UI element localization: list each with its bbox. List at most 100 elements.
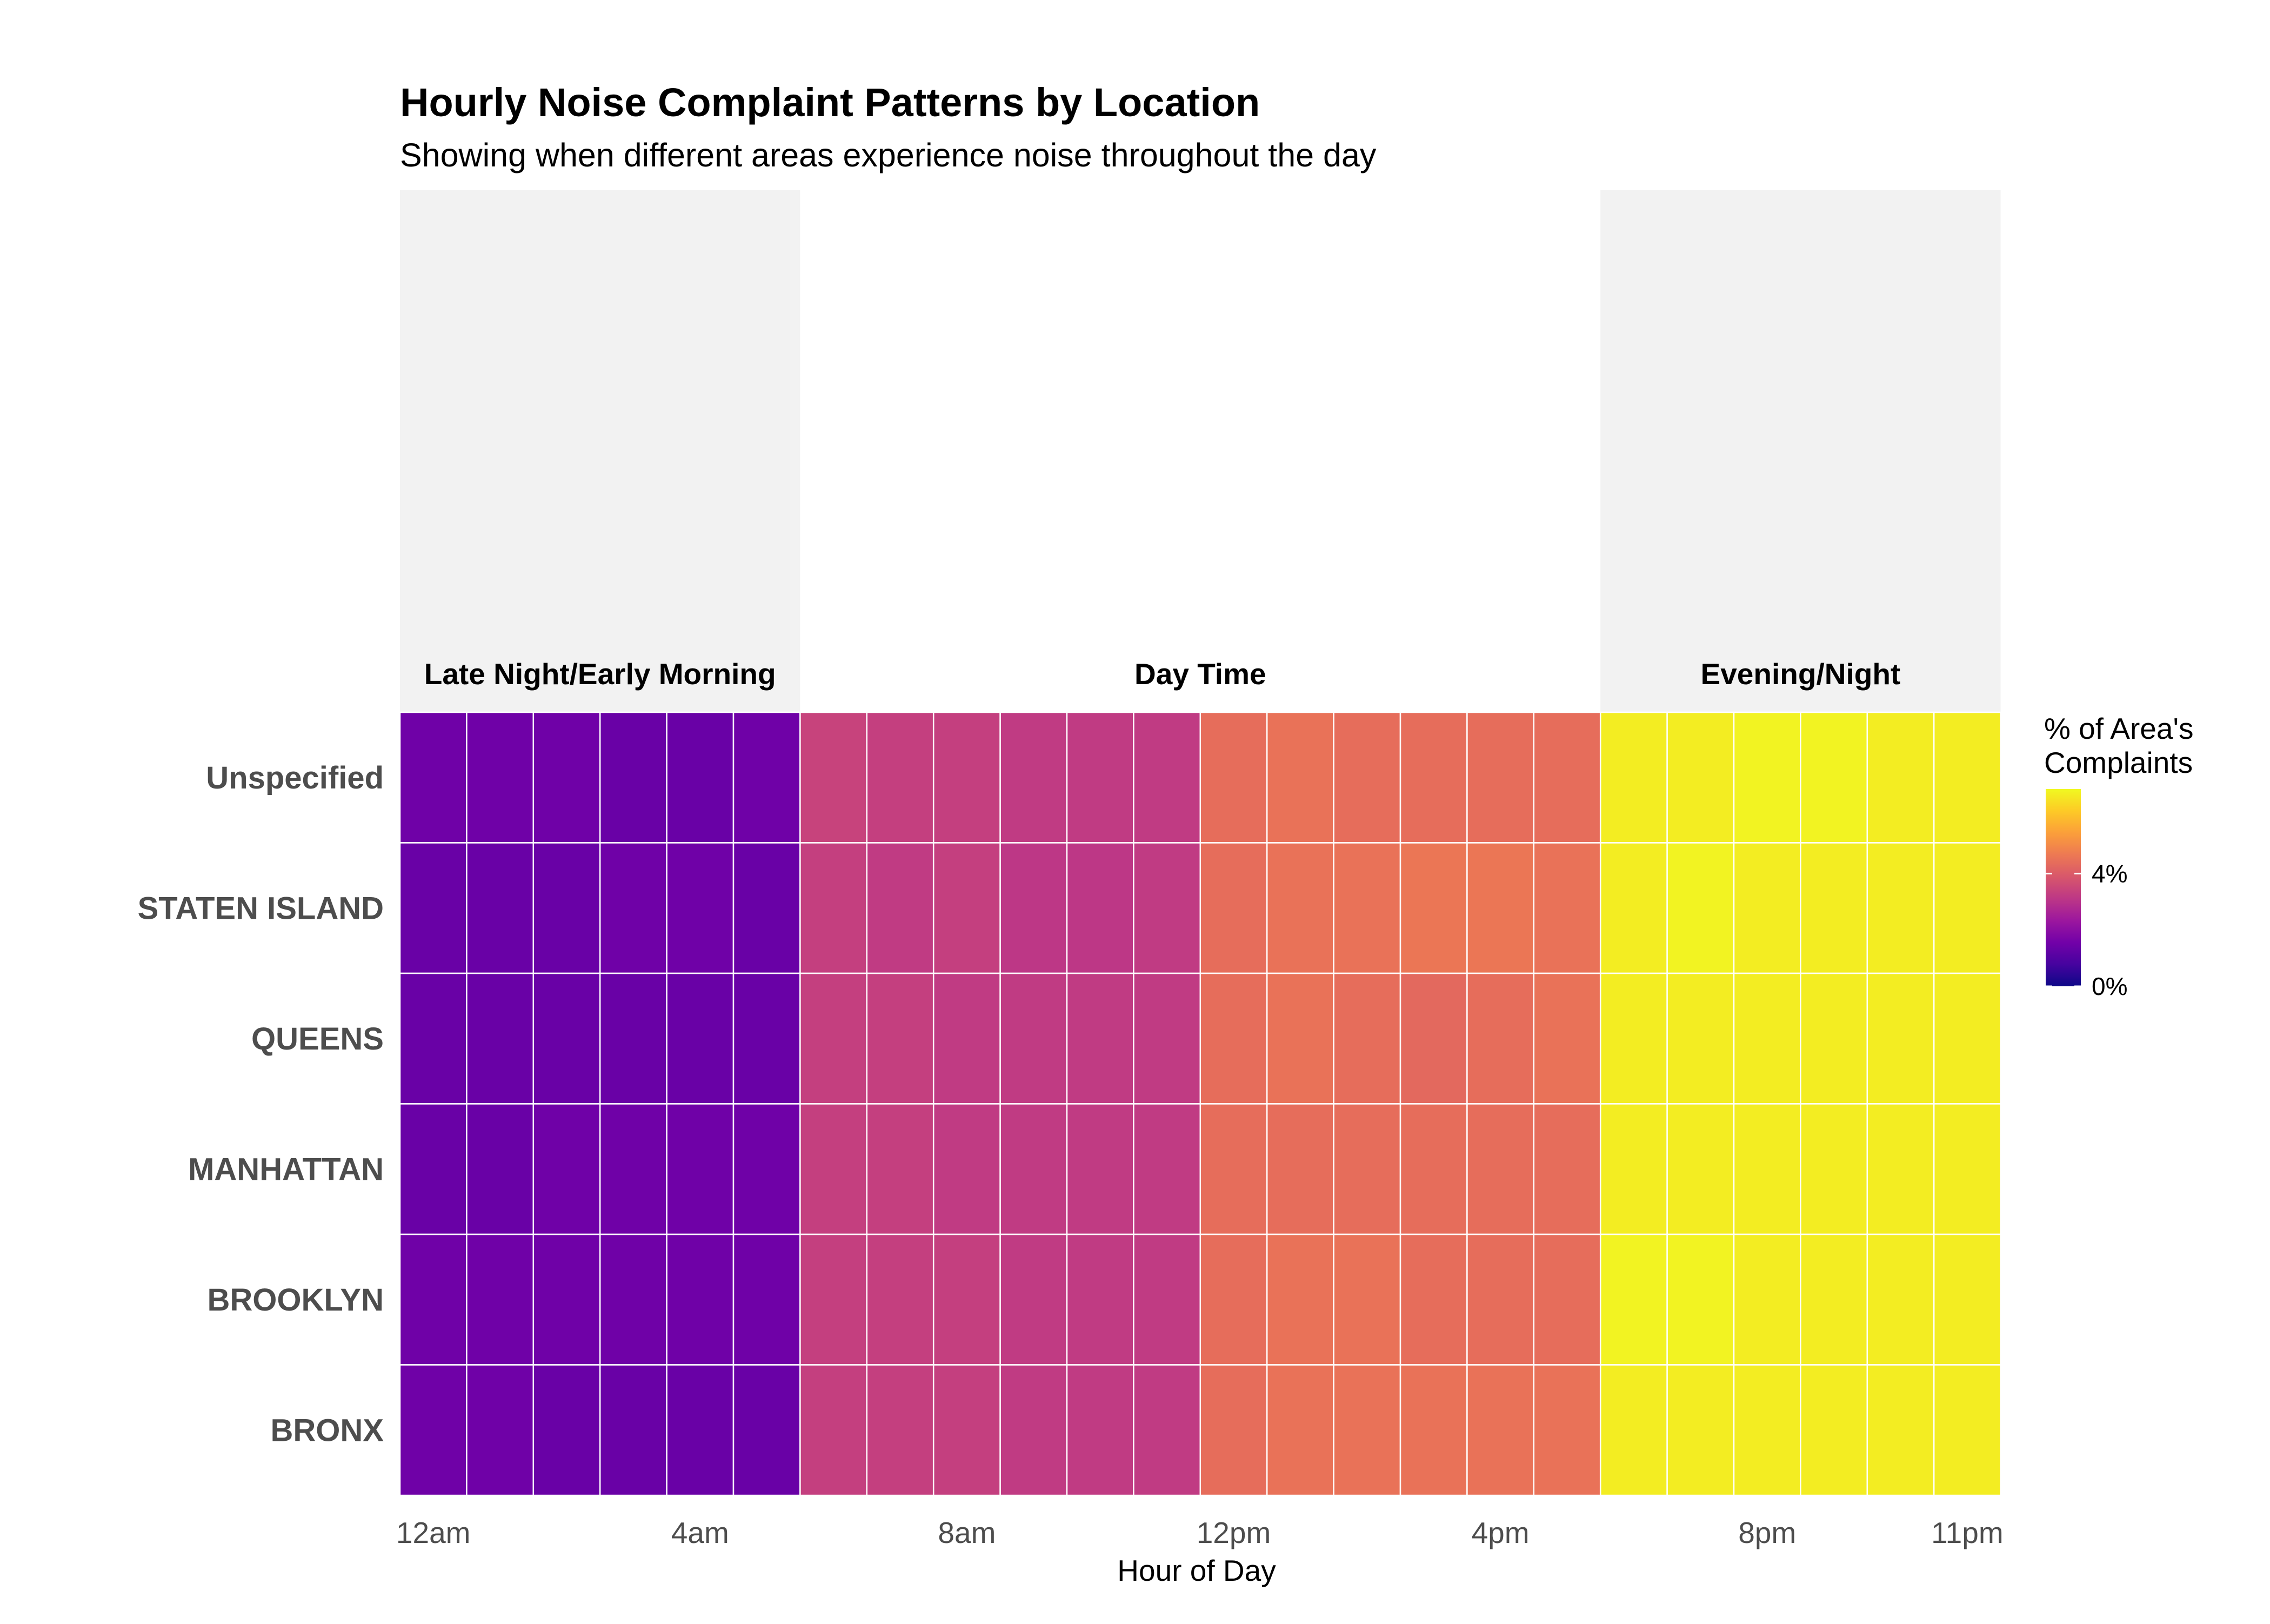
heatmap-cell-bronx-h4: [666, 1364, 735, 1496]
heatmap-cell-brooklyn-h14: [1333, 1233, 1401, 1366]
heatmap-cell-manhattan-h20: [1733, 1103, 1801, 1235]
heatmap-cell-staten-island-h12: [1199, 842, 1268, 974]
heatmap-cell-bronx-h19: [1666, 1364, 1735, 1496]
y-tick-label-brooklyn: BROOKLYN: [207, 1282, 384, 1318]
heatmap-cell-brooklyn-h13: [1266, 1233, 1334, 1366]
heatmap-cell-manhattan-h19: [1666, 1103, 1735, 1235]
period-labels: Late Night/Early Morning Day Time Evening/…: [424, 657, 1901, 691]
heatmap-cell-bronx-h0: [399, 1364, 468, 1496]
y-tick-label-unspecified: Unspecified: [206, 760, 384, 796]
heatmap-cell-unspecified-h5: [732, 711, 801, 844]
period-label-day-time: Day Time: [1134, 657, 1266, 691]
heatmap-cell-staten-island-h16: [1466, 842, 1535, 974]
heatmap-cell-manhattan-h12: [1199, 1103, 1268, 1235]
heatmap-cell-brooklyn-h1: [466, 1233, 535, 1366]
heatmap-cell-staten-island-h21: [1800, 842, 1868, 974]
heatmap-cell-staten-island-h15: [1399, 842, 1468, 974]
x-axis-tick-labels: 12am 4am 8am 12pm 4pm 8pm 11pm: [396, 1516, 2004, 1549]
heatmap-cell-brooklyn-h5: [732, 1233, 801, 1366]
heatmap-cell-manhattan-h2: [532, 1103, 601, 1235]
heatmap-cell-brooklyn-h8: [932, 1233, 1001, 1366]
color-legend: % of Area's Complaints 0% 4%: [2044, 712, 2193, 1000]
heatmap-cell-brooklyn-h4: [666, 1233, 735, 1366]
heatmap-cell-unspecified-h2: [532, 711, 601, 844]
heatmap-cell-manhattan-h11: [1133, 1103, 1201, 1235]
y-tick-label-bronx: BRONX: [271, 1413, 384, 1448]
heatmap-cell-brooklyn-h7: [866, 1233, 934, 1366]
heatmap-cell-unspecified-h20: [1733, 711, 1801, 844]
chart-title: Hourly Noise Complaint Patterns by Locat…: [400, 80, 1260, 125]
heatmap-cell-brooklyn-h9: [999, 1233, 1068, 1366]
heatmap-cell-staten-island-h19: [1666, 842, 1735, 974]
heatmap-cell-unspecified-h14: [1333, 711, 1401, 844]
heatmap-cell-bronx-h20: [1733, 1364, 1801, 1496]
heatmap-cell-queens-h19: [1666, 972, 1735, 1105]
heatmap-cell-bronx-h2: [532, 1364, 601, 1496]
x-tick-label-8am: 8am: [938, 1516, 996, 1549]
heatmap-cell-queens-h9: [999, 972, 1068, 1105]
heatmap-cell-staten-island-h20: [1733, 842, 1801, 974]
heatmap-cell-bronx-h22: [1866, 1364, 1935, 1496]
heatmap-cell-manhattan-h18: [1599, 1103, 1668, 1235]
heatmap-cell-manhattan-h3: [599, 1103, 667, 1235]
heatmap-cell-staten-island-h4: [666, 842, 735, 974]
heatmap-cell-brooklyn-h10: [1066, 1233, 1134, 1366]
heatmap-cell-queens-h12: [1199, 972, 1268, 1105]
chart-subtitle: Showing when different areas experience …: [400, 137, 1377, 173]
heatmap-cell-manhattan-h14: [1333, 1103, 1401, 1235]
heatmap-cell-brooklyn-h17: [1533, 1233, 1601, 1366]
legend-tick-label-0: 0%: [2092, 972, 2127, 1000]
heatmap-cell-unspecified-h7: [866, 711, 934, 844]
heatmap-cell-bronx-h7: [866, 1364, 934, 1496]
heatmap-cell-staten-island-h1: [466, 842, 535, 974]
heatmap-cell-queens-h10: [1066, 972, 1134, 1105]
heatmap-cells: [399, 711, 2001, 1496]
heatmap-cell-bronx-h1: [466, 1364, 535, 1496]
heatmap-cell-bronx-h10: [1066, 1364, 1134, 1496]
heatmap-cell-manhattan-h16: [1466, 1103, 1535, 1235]
heatmap-cell-bronx-h21: [1800, 1364, 1868, 1496]
heatmap-cell-unspecified-h9: [999, 711, 1068, 844]
heatmap-cell-unspecified-h6: [799, 711, 868, 844]
heatmap-cell-brooklyn-h22: [1866, 1233, 1935, 1366]
y-tick-label-staten-island: STATEN ISLAND: [138, 891, 384, 926]
heatmap-cell-unspecified-h18: [1599, 711, 1668, 844]
heatmap-cell-staten-island-h5: [732, 842, 801, 974]
heatmap-cell-queens-h4: [666, 972, 735, 1105]
heatmap-cell-unspecified-h16: [1466, 711, 1535, 844]
heatmap-cell-staten-island-h8: [932, 842, 1001, 974]
heatmap-cell-queens-h2: [532, 972, 601, 1105]
heatmap-cell-manhattan-h8: [932, 1103, 1001, 1235]
y-axis-tick-labels: Unspecified STATEN ISLAND QUEENS MANHATTAN B…: [138, 760, 384, 1448]
heatmap-cell-brooklyn-h18: [1599, 1233, 1668, 1366]
heatmap-cell-manhattan-h0: [399, 1103, 468, 1235]
y-tick-label-queens: QUEENS: [251, 1021, 384, 1057]
heatmap-cell-manhattan-h22: [1866, 1103, 1935, 1235]
heatmap-cell-bronx-h23: [1933, 1364, 2001, 1496]
heatmap-cell-staten-island-h13: [1266, 842, 1334, 974]
heatmap-cell-brooklyn-h19: [1666, 1233, 1735, 1366]
heatmap-cell-unspecified-h3: [599, 711, 667, 844]
period-label-late-night-early-morning: Late Night/Early Morning: [424, 657, 776, 691]
x-tick-label-4pm: 4pm: [1472, 1516, 1530, 1549]
x-tick-label-12pm: 12pm: [1197, 1516, 1271, 1549]
heatmap-cell-unspecified-h15: [1399, 711, 1468, 844]
heatmap-cell-manhattan-h17: [1533, 1103, 1601, 1235]
heatmap-cell-staten-island-h0: [399, 842, 468, 974]
x-tick-label-11pm: 11pm: [1931, 1516, 2004, 1549]
heatmap-cell-unspecified-h1: [466, 711, 535, 844]
heatmap-cell-staten-island-h7: [866, 842, 934, 974]
period-shade-late-night-early-morning: [400, 190, 800, 712]
heatmap-cell-queens-h11: [1133, 972, 1201, 1105]
heatmap-cell-queens-h1: [466, 972, 535, 1105]
heatmap-cell-brooklyn-h20: [1733, 1233, 1801, 1366]
period-label-evening-night: Evening/Night: [1701, 657, 1901, 691]
heatmap-cell-queens-h17: [1533, 972, 1601, 1105]
heatmap-cell-brooklyn-h3: [599, 1233, 667, 1366]
heatmap-cell-staten-island-h3: [599, 842, 667, 974]
heatmap-cell-manhattan-h6: [799, 1103, 868, 1235]
heatmap-cell-unspecified-h19: [1666, 711, 1735, 844]
heatmap-cell-manhattan-h13: [1266, 1103, 1334, 1235]
